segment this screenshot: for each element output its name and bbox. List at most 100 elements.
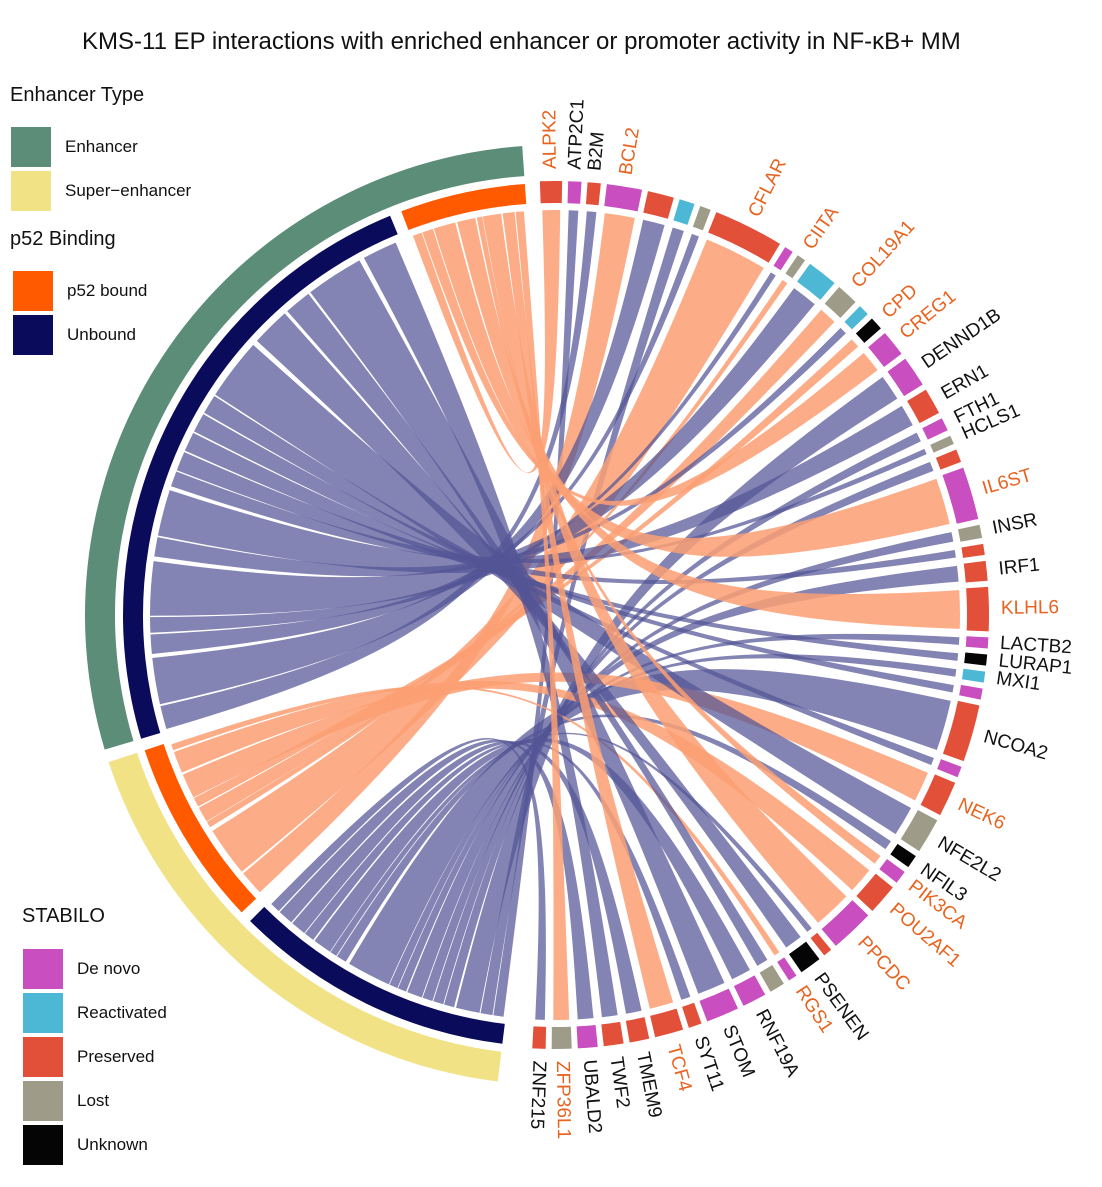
stabilo-sector	[959, 684, 983, 700]
legend-stabilo-title: STABILO	[22, 905, 105, 927]
gene-label: TMEM9	[632, 1050, 666, 1119]
stabilo-sector	[920, 774, 956, 816]
legend-swatch	[11, 127, 51, 167]
legend-enhancer-type-title: Enhancer Type	[10, 84, 145, 106]
gene-label: TWF2	[605, 1055, 633, 1109]
enhancer-type-arc	[108, 752, 502, 1082]
legend-swatch	[13, 271, 53, 311]
legend-label: Enhancer	[65, 137, 138, 156]
stabilo-sector	[773, 247, 793, 271]
legend-label: Super−enhancer	[65, 181, 192, 200]
gene-label: ATP2C1	[564, 99, 588, 170]
legend-item-de-novo: De novo	[23, 949, 140, 989]
chord-ribbon	[515, 211, 570, 1020]
stabilo-sector	[601, 1021, 624, 1047]
stabilo-sector	[942, 467, 979, 524]
chord-ribbon	[422, 228, 878, 506]
legend-swatch	[23, 1037, 63, 1077]
gene-label: B2M	[584, 131, 608, 172]
stabilo-sector	[708, 212, 781, 263]
legend-item-p52-bound: p52 bound	[13, 271, 147, 311]
stabilo-sector	[759, 965, 784, 992]
stabilo-sector	[785, 255, 806, 279]
stabilo-sector	[963, 560, 988, 583]
stabilo-sector	[856, 873, 893, 911]
gene-label: STOM	[718, 1022, 758, 1080]
stabilo-sector	[539, 181, 563, 204]
gene-label: NEK6	[955, 794, 1009, 834]
gene-label: ZNF215	[526, 1060, 550, 1129]
stabilo-sector	[551, 1026, 572, 1049]
gene-label: COL19A1	[847, 216, 919, 292]
legend-swatch	[23, 949, 63, 989]
stabilo-sector	[777, 957, 797, 981]
legend-label: Reactivated	[77, 1003, 167, 1022]
legend-item-lost: Lost	[23, 1081, 109, 1121]
stabilo-sector	[855, 318, 881, 343]
chart-title: KMS-11 EP interactions with enriched enh…	[82, 28, 961, 55]
stabilo-sector	[890, 843, 916, 868]
gene-label: IRF1	[998, 554, 1041, 579]
chord-ribbon	[412, 210, 561, 473]
p52-binding-arc	[123, 215, 398, 739]
legend-swatch	[13, 315, 53, 355]
stabilo-sector	[900, 810, 938, 852]
gene-label: CIITA	[799, 203, 843, 254]
gene-label: UBALD2	[579, 1059, 606, 1134]
stabilo-sector	[879, 859, 905, 883]
stabilo-sector	[699, 988, 739, 1022]
stabilo-sector	[824, 286, 856, 318]
legend-label: De novo	[77, 959, 141, 978]
gene-label: TCF4	[663, 1042, 696, 1094]
gene-label: IL6ST	[980, 465, 1035, 500]
chord-ribbon	[152, 219, 665, 705]
stabilo-sector	[961, 668, 986, 683]
gene-label: PPCDC	[853, 932, 914, 995]
chord-ribbon	[215, 344, 912, 835]
stabilo-sector	[821, 900, 869, 946]
stabilo-sector	[887, 358, 923, 397]
chord-ribbon	[176, 452, 956, 584]
chord-ribbon	[212, 239, 764, 872]
chord-ribbon	[493, 210, 579, 1017]
stabilo-sector	[604, 184, 643, 212]
gene-label: KLHL6	[1001, 597, 1059, 619]
legend-item-unbound: Unbound	[13, 315, 136, 355]
stabilo-sector	[682, 1002, 702, 1028]
stabilo-sector	[942, 700, 980, 762]
chord-ribbon	[157, 405, 913, 573]
p52-binding-arc	[144, 743, 257, 913]
stabilo-sector	[922, 418, 948, 440]
gene-label: CFLAR	[744, 155, 791, 220]
stabilo-sector	[930, 435, 954, 453]
chord-ribbon	[256, 313, 801, 948]
stabilo-sector	[935, 449, 962, 470]
stabilo-sector	[625, 1017, 650, 1043]
stabilo-sector	[868, 332, 902, 368]
gene-label: ZFP36L1	[552, 1061, 574, 1139]
stabilo-sector	[797, 263, 835, 300]
gene-label: RNF19A	[751, 1006, 803, 1081]
chord-ribbon	[287, 293, 768, 966]
chord-links	[150, 210, 960, 1020]
stabilo-sector	[643, 191, 674, 219]
stabilo-sector	[673, 199, 695, 225]
gene-label: BCL2	[616, 126, 644, 176]
stabilo-sector	[937, 759, 962, 778]
stabilo-sector	[966, 586, 989, 632]
gene-label: INSR	[991, 509, 1040, 538]
stabilo-sector	[692, 206, 711, 231]
legend-label: Unknown	[77, 1135, 148, 1154]
legend-item-preserved: Preserved	[23, 1037, 154, 1077]
chord-ribbon	[433, 222, 950, 557]
legend-item-reactivated: Reactivated	[23, 993, 167, 1033]
stabilo-sector	[965, 636, 989, 649]
chord-ribbon	[337, 714, 891, 962]
gene-label: LACTB2	[999, 633, 1072, 659]
chord-ribbon	[502, 212, 674, 1009]
stabilo-sector	[585, 182, 601, 206]
legend-label: Unbound	[67, 325, 137, 344]
chord-ribbon	[154, 327, 846, 577]
stabilo-sector	[907, 389, 940, 424]
